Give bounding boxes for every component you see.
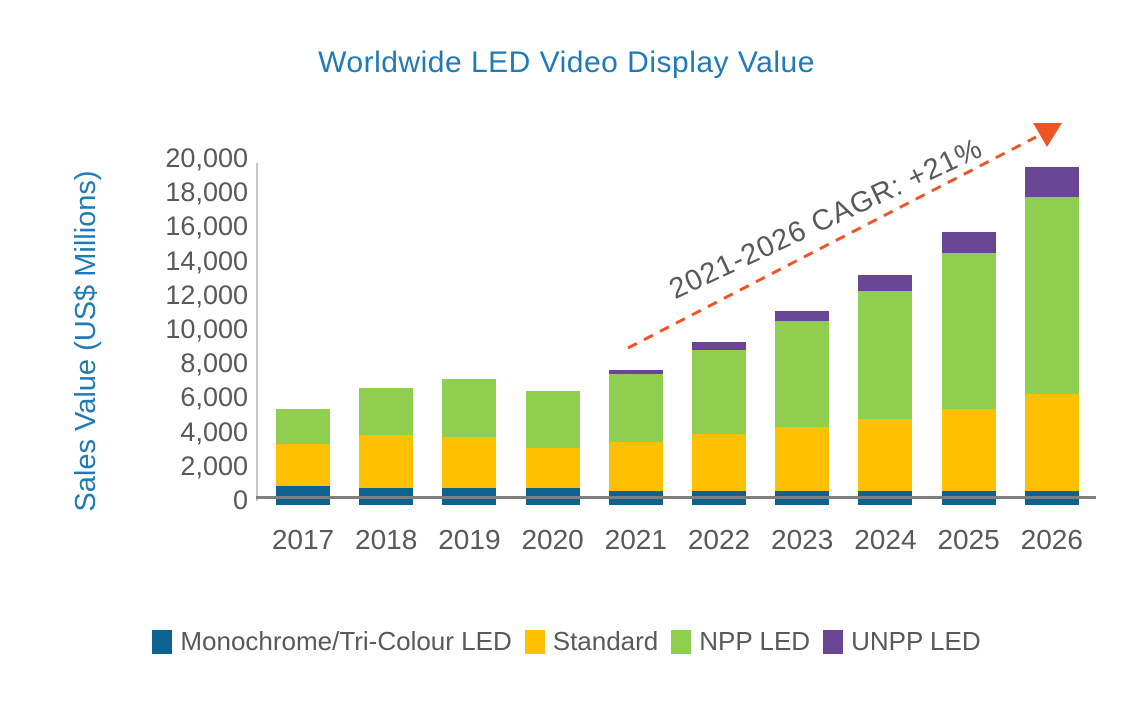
bar-segment bbox=[941, 409, 996, 492]
bar-segment bbox=[359, 435, 414, 488]
legend-item: UNPP LED bbox=[823, 626, 981, 657]
bar-segment bbox=[442, 379, 497, 437]
legend-item: NPP LED bbox=[671, 626, 810, 657]
bar-segment bbox=[858, 290, 913, 419]
x-axis-label: 2019 bbox=[438, 524, 501, 555]
bar-segment bbox=[525, 391, 580, 448]
bar-segment bbox=[276, 444, 330, 487]
bar-2026 bbox=[1024, 166, 1079, 505]
chart-title: Worldwide LED Video Display Value bbox=[318, 46, 815, 79]
bar-2020 bbox=[525, 391, 580, 505]
bar-2023 bbox=[775, 311, 830, 505]
x-axis-label: 2017 bbox=[271, 524, 335, 555]
bar-2021 bbox=[608, 370, 663, 505]
x-axis-label: 2018 bbox=[355, 524, 418, 555]
bar-segment bbox=[941, 232, 996, 253]
legend-item: Monochrome/Tri-Colour LED bbox=[152, 626, 512, 657]
bar-segment bbox=[692, 341, 746, 350]
bar-segment bbox=[858, 275, 913, 291]
y-tick-label: 2,000 bbox=[180, 450, 248, 481]
x-axis-label: 2022 bbox=[687, 524, 751, 555]
bar-segment bbox=[608, 374, 663, 442]
bar-2018 bbox=[359, 387, 414, 505]
bar-segment bbox=[442, 436, 497, 489]
y-tick-label: 14,000 bbox=[165, 245, 248, 276]
bar-segment bbox=[1024, 393, 1079, 492]
legend-label: Monochrome/Tri-Colour LED bbox=[180, 626, 512, 656]
bar-2024 bbox=[858, 275, 913, 505]
bar-2022 bbox=[692, 341, 746, 505]
legend-swatch-icon bbox=[671, 629, 692, 654]
legend-swatch-icon bbox=[823, 629, 844, 654]
bar-segment bbox=[359, 387, 414, 435]
bar-segment bbox=[941, 252, 996, 410]
legend-label: NPP LED bbox=[699, 626, 811, 656]
bar-segment bbox=[858, 418, 913, 492]
x-axis-baseline bbox=[256, 496, 1096, 499]
bar-segment bbox=[775, 427, 830, 492]
bar-segment bbox=[775, 311, 830, 322]
bar-2017 bbox=[276, 409, 330, 505]
legend-label: Standard bbox=[552, 626, 659, 656]
bar-2025 bbox=[941, 232, 996, 505]
x-axis-label: 2026 bbox=[1020, 524, 1083, 555]
legend-item: Standard bbox=[524, 626, 659, 657]
legend-swatch-icon bbox=[152, 629, 173, 654]
y-axis-title: Sales Value (US$ Millions) bbox=[70, 170, 102, 512]
x-axis-label: 2025 bbox=[937, 524, 1000, 555]
x-axis-label: 2021 bbox=[604, 524, 667, 555]
x-axis-label: 2024 bbox=[854, 524, 917, 555]
y-tick-label: 12,000 bbox=[165, 279, 248, 310]
bar-segment bbox=[692, 349, 746, 435]
y-tick-label: 20,000 bbox=[165, 143, 248, 173]
chart-legend: Monochrome/Tri-Colour LED Standard NPP LED… bbox=[0, 626, 1133, 657]
bar-2019 bbox=[442, 379, 497, 505]
y-tick-label: 18,000 bbox=[165, 177, 248, 208]
bar-segment bbox=[608, 441, 663, 492]
bar-segment bbox=[692, 434, 746, 492]
y-axis-line bbox=[256, 163, 258, 501]
y-tick-label: 0 bbox=[232, 485, 248, 515]
y-tick-label: 4,000 bbox=[180, 416, 248, 447]
y-tick-label: 16,000 bbox=[165, 211, 248, 242]
y-tick-label: 8,000 bbox=[180, 348, 248, 379]
x-axis-label: 2023 bbox=[771, 524, 834, 555]
legend-label: UNPP LED bbox=[851, 626, 981, 656]
bar-segment bbox=[276, 486, 330, 505]
y-tick-label: 10,000 bbox=[165, 314, 248, 344]
bar-segment bbox=[1024, 166, 1079, 198]
bar-segment bbox=[775, 321, 830, 428]
bar-segment bbox=[1024, 197, 1079, 394]
bar-segment bbox=[276, 409, 330, 445]
bar-segment bbox=[525, 447, 580, 488]
legend-swatch-icon bbox=[524, 629, 545, 654]
x-axis-label: 2020 bbox=[521, 524, 584, 555]
bar-segment bbox=[608, 370, 663, 375]
y-tick-label: 6,000 bbox=[180, 382, 248, 413]
